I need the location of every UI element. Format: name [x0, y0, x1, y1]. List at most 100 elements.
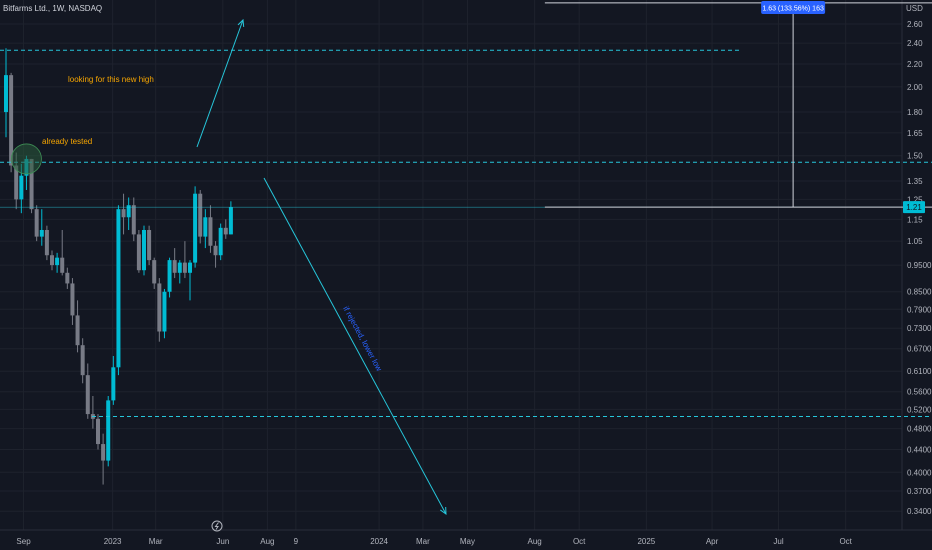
candle-body	[172, 260, 177, 273]
candle-body	[167, 260, 172, 292]
y-tick-label: 1.50	[907, 152, 923, 161]
candle-body	[152, 260, 157, 284]
candle[interactable]	[65, 267, 70, 289]
candle-body	[131, 205, 136, 235]
candle[interactable]	[228, 201, 233, 235]
candle[interactable]	[70, 278, 75, 325]
candle[interactable]	[188, 260, 192, 301]
candle[interactable]	[142, 225, 146, 276]
candle[interactable]	[75, 300, 80, 353]
candle[interactable]	[55, 252, 60, 273]
candle[interactable]	[80, 338, 85, 384]
y-tick-label: 1.65	[907, 129, 923, 138]
price-axis-settings-icon[interactable]	[211, 520, 223, 532]
last-price-value: 1.21	[906, 203, 922, 212]
x-tick-label: Sep	[16, 537, 31, 546]
candle[interactable]	[172, 248, 177, 279]
price-axis[interactable]: 2.60 2.40 2.20 2.00 1.80 1.65 1.50 1.35 1.25 1.15…	[903, 20, 932, 516]
candle-body	[182, 262, 187, 273]
candle[interactable]	[177, 260, 182, 284]
candle-body	[213, 245, 218, 256]
candle[interactable]	[50, 250, 54, 271]
y-tick-label: 1.35	[907, 177, 923, 186]
candle[interactable]	[96, 414, 100, 450]
candle-body	[101, 444, 106, 461]
x-tick-label: Mar	[149, 537, 163, 546]
candle[interactable]	[208, 205, 213, 253]
y-tick-label: 1.80	[907, 108, 923, 117]
y-tick-label: 0.4800	[907, 425, 932, 434]
candle[interactable]	[203, 209, 208, 249]
candle[interactable]	[44, 225, 49, 261]
symbol-title[interactable]: Bitfarms Ltd., 1W, NASDAQ	[3, 4, 102, 13]
candle[interactable]	[106, 396, 111, 467]
candle[interactable]	[111, 355, 116, 405]
y-tick-label: 0.9500	[907, 261, 932, 270]
candle[interactable]	[136, 229, 141, 273]
candle[interactable]	[121, 193, 126, 235]
grid-layer	[0, 0, 902, 530]
candle-body	[9, 75, 14, 166]
candle[interactable]	[162, 288, 167, 339]
x-tick-label: 9	[294, 537, 299, 546]
candle[interactable]	[34, 205, 39, 242]
x-tick-label: 2023	[104, 537, 122, 546]
tested-label[interactable]: already tested	[42, 137, 92, 146]
x-tick-label: Jul	[773, 537, 783, 546]
x-tick-label: 2025	[637, 537, 655, 546]
y-tick-label: 0.4000	[907, 468, 932, 477]
candle[interactable]	[131, 197, 136, 242]
y-tick-label: 2.00	[907, 83, 923, 92]
candle-body	[228, 207, 233, 235]
candle[interactable]	[152, 257, 157, 289]
y-tick-label: 0.7900	[907, 305, 932, 314]
price-range-measure[interactable]: 1.63 (133.56%) 163	[544, 1, 932, 208]
candle[interactable]	[147, 225, 152, 266]
new-high-label[interactable]: looking for this new high	[68, 75, 154, 84]
y-tick-label: 2.20	[907, 60, 923, 69]
candle[interactable]	[213, 241, 218, 268]
currency-label[interactable]: USD	[906, 4, 923, 13]
x-tick-label: Oct	[839, 537, 852, 546]
candle[interactable]	[223, 219, 228, 239]
candle-body	[136, 234, 141, 271]
y-tick-label: 1.15	[907, 215, 923, 224]
candle[interactable]	[198, 189, 203, 244]
candle-body	[14, 165, 19, 200]
candle[interactable]	[218, 223, 223, 261]
candle-body	[70, 283, 75, 316]
y-tick-label: 0.3700	[907, 487, 932, 496]
x-tick-label: 2024	[370, 537, 388, 546]
down-arrow[interactable]	[263, 177, 447, 516]
candle-body	[96, 418, 100, 445]
x-tick-label: Aug	[260, 537, 274, 546]
candle-body	[116, 209, 121, 368]
tested-highlight-circle[interactable]	[11, 143, 42, 175]
x-tick-label: Jun	[216, 537, 229, 546]
y-tick-label: 0.5600	[907, 388, 932, 397]
y-tick-label: 1.05	[907, 237, 923, 246]
candle[interactable]	[157, 278, 162, 342]
candle[interactable]	[167, 257, 172, 298]
candle[interactable]	[182, 241, 187, 279]
time-axis[interactable]: Sep 2023 Mar Jun Aug 9 2024 Mar May Aug Oct 2025 Apr…	[16, 537, 852, 546]
candle[interactable]	[126, 197, 131, 230]
last-price-badge	[903, 201, 925, 214]
candle-body	[75, 315, 80, 346]
candle-body	[177, 262, 182, 273]
up-arrow[interactable]	[196, 18, 245, 148]
candle[interactable]	[39, 209, 44, 246]
candle[interactable]	[193, 186, 198, 268]
y-tick-label: 0.8500	[907, 288, 932, 297]
candle[interactable]	[60, 229, 65, 276]
candle[interactable]	[101, 433, 106, 485]
candle[interactable]	[4, 48, 8, 138]
candle[interactable]	[116, 205, 121, 376]
y-tick-label: 0.6700	[907, 345, 932, 354]
candle[interactable]	[9, 72, 14, 173]
candle-body	[142, 229, 146, 271]
candle[interactable]	[85, 363, 90, 419]
candle-body	[29, 158, 34, 210]
